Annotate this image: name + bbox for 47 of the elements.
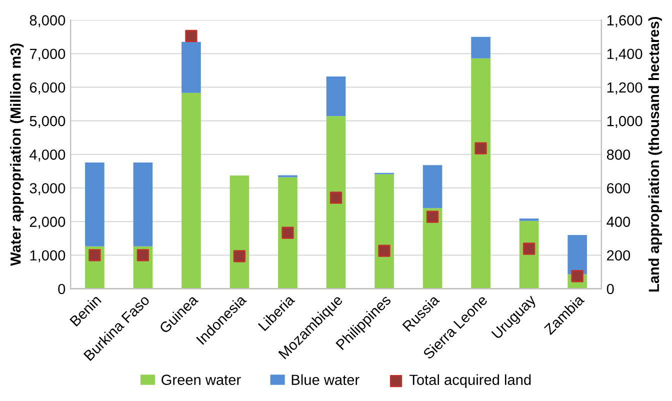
bar (182, 92, 201, 289)
y2-axis-title: Land appropriation (thousand hectares) (648, 16, 662, 292)
point (330, 192, 342, 204)
y2-tick-label: 400 (606, 216, 630, 227)
legend-label: Blue water (292, 374, 360, 385)
y-tick-label: 3,000 (30, 183, 66, 196)
bar (85, 162, 104, 246)
y2-tick-label: 800 (606, 149, 630, 160)
y-tick-label: 1,000 (30, 250, 66, 262)
y2-tick-label: 1,000 (607, 116, 642, 128)
point (88, 249, 101, 262)
bar (326, 76, 346, 116)
bar (230, 176, 250, 289)
legend-label: Green water (162, 374, 241, 385)
y-tick-label: 6,000 (30, 82, 66, 94)
point (522, 242, 536, 255)
bar (568, 234, 587, 274)
point (378, 244, 390, 257)
y2-tick-label: 1,200 (607, 82, 642, 94)
bar (326, 116, 346, 289)
y2-tick-label: 1,600 (607, 15, 642, 28)
point (474, 142, 487, 154)
y-tick-label: 0 (58, 284, 66, 294)
y-axis-title: Water appropriation (Million m3) (10, 44, 24, 266)
y2-tick-label: 200 (607, 250, 630, 261)
y-tick-label: 5,000 (30, 116, 66, 128)
bar (133, 162, 153, 246)
bar (374, 174, 394, 289)
bar (471, 36, 490, 58)
point (426, 210, 439, 223)
y-tick-label: 4,000 (30, 149, 66, 162)
bar (182, 42, 201, 93)
y2-tick-label: 600 (607, 183, 630, 194)
point (282, 226, 294, 239)
point (136, 249, 150, 262)
y2-tick-label: 1,400 (607, 48, 642, 61)
y-tick-label: 8,000 (30, 15, 66, 28)
bar (278, 177, 298, 289)
legend-label: Total acquired land (409, 374, 531, 388)
point (233, 250, 246, 262)
bar (422, 165, 442, 208)
y-tick-label: 7,000 (30, 48, 66, 61)
bar (471, 58, 490, 289)
bar (422, 208, 442, 289)
y-tick-label: 2,000 (30, 216, 66, 229)
point (185, 30, 198, 42)
y2-tick-label: 0 (606, 284, 614, 294)
